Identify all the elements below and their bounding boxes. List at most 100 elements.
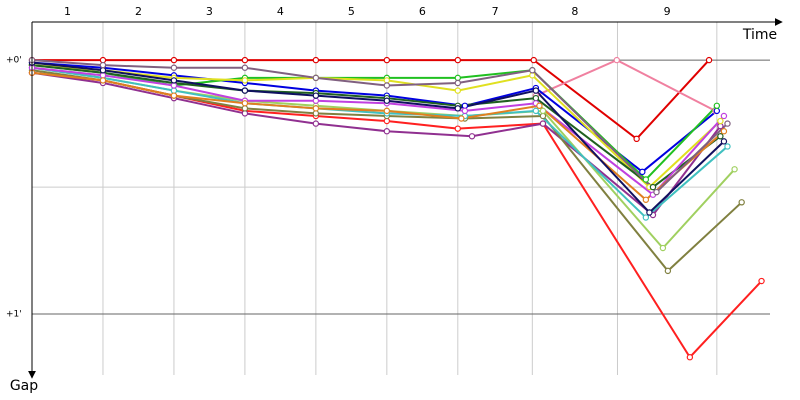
data-point: [383, 97, 391, 104]
data-point: [539, 120, 547, 127]
data-point: [664, 267, 672, 275]
data-point: [241, 87, 249, 94]
data-point: [717, 133, 724, 140]
data-point: [312, 74, 320, 82]
data-point: [241, 77, 249, 84]
data-point: [312, 105, 320, 112]
series-line: [31, 64, 721, 189]
data-point: [170, 82, 178, 89]
data-point: [720, 112, 728, 120]
data-point: [312, 120, 320, 127]
data-point: [170, 87, 178, 94]
data-point: [649, 183, 657, 191]
data-point: [532, 94, 540, 102]
y-tick-label: +0': [6, 56, 22, 66]
data-point: [724, 143, 731, 150]
series-line: [31, 59, 729, 194]
data-point: [720, 128, 728, 135]
data-point: [454, 79, 462, 87]
series-line: [31, 66, 725, 197]
series-line: [31, 66, 729, 219]
data-point: [530, 56, 537, 64]
x-tick-label: 3: [206, 5, 213, 18]
data-point: [170, 92, 178, 99]
data-point: [383, 82, 391, 89]
plot: [28, 56, 765, 361]
data-point: [383, 56, 391, 64]
data-point: [170, 77, 178, 84]
data-point: [99, 77, 107, 84]
data-point: [529, 67, 536, 74]
x-tick-label: 1: [64, 5, 71, 18]
data-point: [241, 105, 249, 112]
x-tick-label: 5: [348, 5, 355, 18]
series-line: [32, 59, 710, 141]
data-point: [705, 56, 713, 64]
data-point: [312, 97, 320, 104]
data-point: [170, 56, 178, 64]
series-line: [31, 64, 722, 189]
data-point: [461, 107, 469, 115]
data-point: [659, 244, 667, 252]
data-point: [461, 102, 469, 110]
data-point: [731, 166, 738, 173]
data-point: [241, 110, 249, 117]
data-point: [312, 110, 320, 117]
data-point: [532, 107, 540, 115]
data-point: [738, 199, 745, 206]
data-point: [758, 277, 765, 285]
data-point: [646, 209, 653, 216]
x-tick-label: 4: [277, 5, 284, 18]
data-point: [241, 56, 249, 64]
data-point: [454, 105, 462, 112]
data-point: [529, 72, 536, 79]
data-point: [539, 112, 547, 120]
data-point: [99, 67, 107, 74]
data-point: [642, 176, 650, 183]
data-point: [639, 168, 646, 176]
data-point: [613, 56, 620, 64]
data-point: [99, 72, 107, 79]
x-tick-label: 2: [135, 5, 142, 18]
data-point: [454, 74, 462, 82]
series-line: [31, 71, 722, 217]
data-point: [642, 196, 650, 203]
data-point: [170, 64, 178, 71]
x-axis-label: Time: [742, 27, 777, 43]
data-point: [454, 56, 462, 64]
x-tick-label: 6: [419, 5, 426, 18]
data-point: [312, 92, 320, 99]
data-point: [383, 117, 391, 125]
data-point: [713, 102, 721, 110]
x-tick-label: 8: [571, 5, 578, 18]
data-point: [717, 117, 724, 125]
data-point: [383, 128, 391, 135]
data-point: [633, 135, 640, 143]
data-point: [713, 107, 721, 115]
data-point: [241, 64, 249, 71]
data-point: [532, 87, 540, 94]
data-point: [99, 56, 107, 64]
data-point: [720, 138, 728, 145]
data-point: [99, 61, 107, 69]
y-tick-label: +1': [6, 310, 22, 320]
data-point: [686, 354, 694, 361]
data-point: [539, 107, 547, 115]
data-point: [724, 120, 731, 127]
data-point: [241, 100, 249, 107]
data-point: [536, 102, 543, 110]
x-tick-label: 9: [664, 5, 671, 18]
data-point: [454, 125, 462, 132]
data-point: [717, 122, 724, 130]
data-point: [458, 115, 465, 122]
x-tick-label: 7: [492, 5, 499, 18]
data-point: [653, 188, 660, 196]
y-axis-label: Gap: [10, 378, 38, 394]
data-point: [383, 107, 391, 115]
data-point: [468, 133, 476, 140]
data-point: [454, 87, 462, 94]
data-point: [312, 56, 320, 64]
data-point: [383, 77, 391, 84]
series-line: [31, 61, 725, 214]
